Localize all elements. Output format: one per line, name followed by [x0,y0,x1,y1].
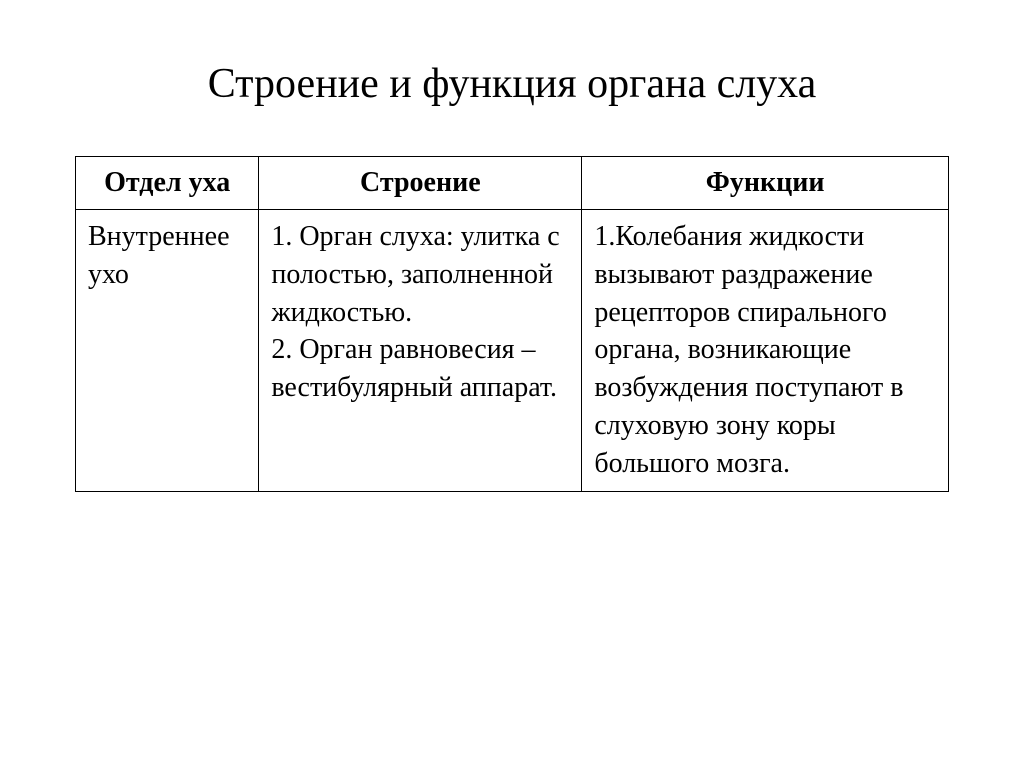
table-header-row: Отдел уха Строение Функции [76,157,949,210]
cell-functions: 1.Колебания жидкости вызывают раздражени… [582,210,949,492]
column-header-section: Отдел уха [76,157,259,210]
column-header-functions: Функции [582,157,949,210]
table-row: Внутреннее ухо 1. Орган слуха: улитка с … [76,210,949,492]
ear-structure-table: Отдел уха Строение Функции Внутреннее ух… [75,156,949,492]
cell-section: Внутреннее ухо [76,210,259,492]
column-header-structure: Строение [259,157,582,210]
cell-structure: 1. Орган слуха: улитка с полостью, запол… [259,210,582,492]
page-title: Строение и функция органа слуха [75,60,949,108]
